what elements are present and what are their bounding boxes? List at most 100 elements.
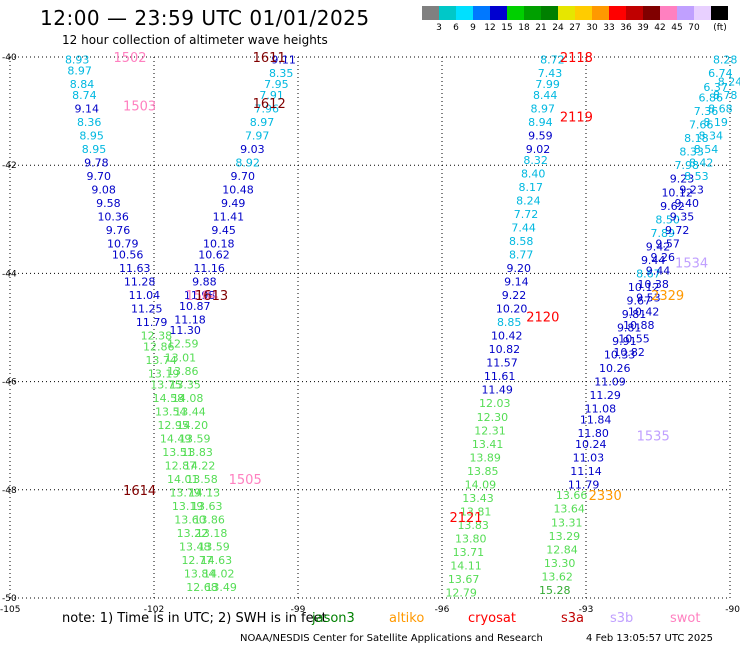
x-tick-label: -99 bbox=[291, 605, 306, 615]
wave-height-value: 14.01 bbox=[167, 473, 199, 486]
wave-height-value: 12.59 bbox=[167, 338, 199, 351]
wave-height-value: 9.42 bbox=[646, 240, 671, 253]
wave-height-value: 14.08 bbox=[172, 392, 204, 405]
wave-height-value: 11.28 bbox=[124, 276, 156, 289]
colorbar-swatch bbox=[558, 6, 575, 20]
colorbar-label: 45 bbox=[671, 23, 683, 33]
colorbar-label: 6 bbox=[453, 23, 459, 33]
wave-height-value: 10.20 bbox=[496, 303, 528, 316]
wave-height-value: 14.09 bbox=[465, 478, 497, 491]
wave-height-value: 13.51 bbox=[162, 446, 194, 459]
wave-height-value: 6.86 bbox=[699, 92, 724, 105]
wave-height-value: 13.30 bbox=[544, 557, 576, 570]
wave-height-value: 13.71 bbox=[453, 546, 485, 559]
wave-height-value: 8.84 bbox=[70, 78, 95, 91]
colorbar-label: 18 bbox=[518, 23, 530, 33]
wave-height-value: 10.18 bbox=[203, 238, 235, 251]
wave-height-value: 9.23 bbox=[679, 184, 704, 197]
wave-height-value: 11.08 bbox=[585, 403, 617, 416]
wave-height-value: 13.31 bbox=[551, 516, 583, 529]
wave-height-value: 8.17 bbox=[519, 181, 544, 194]
wave-height-value: 13.66 bbox=[556, 489, 588, 502]
wave-height-value: 13.41 bbox=[472, 438, 504, 451]
wave-height-value: 8.53 bbox=[684, 170, 709, 183]
wave-height-value: 8.18 bbox=[684, 132, 709, 145]
wave-height-value: 11.57 bbox=[486, 357, 518, 370]
satellite-name-s3a: s3a bbox=[561, 611, 585, 626]
wave-height-value: 9.20 bbox=[507, 262, 532, 275]
wave-height-value: 13.49 bbox=[205, 581, 237, 594]
wave-height-value: 8.28 bbox=[713, 54, 738, 67]
wave-height-value: 8.94 bbox=[528, 116, 553, 129]
wave-height-value: 8.58 bbox=[509, 235, 534, 248]
pass-time-label: 1613 bbox=[195, 289, 228, 304]
wave-height-value: 7.95 bbox=[264, 78, 289, 91]
wave-height-value: 9.57 bbox=[655, 238, 680, 251]
pass-time-label: 1611 bbox=[253, 51, 286, 66]
wave-height-value: 9.14 bbox=[504, 276, 529, 289]
wave-height-value: 14.02 bbox=[203, 568, 235, 581]
wave-height-value: 13.18 bbox=[196, 527, 228, 540]
colorbar-label: 27 bbox=[569, 23, 581, 33]
pass-time-label: 1614 bbox=[123, 484, 156, 499]
wave-height-value: 14.20 bbox=[177, 419, 209, 432]
wave-height-value: 10.26 bbox=[599, 362, 631, 375]
pass-time-label: 2120 bbox=[526, 311, 559, 326]
wave-height-value: 9.81 bbox=[622, 308, 647, 321]
wave-height-value: 7.97 bbox=[245, 129, 270, 142]
wave-height-value: 11.09 bbox=[594, 376, 626, 389]
wave-height-value: 13.19 bbox=[148, 367, 180, 380]
y-tick-label: -44 bbox=[2, 269, 17, 279]
wave-height-value: 10.88 bbox=[623, 319, 655, 332]
wave-height-value: 9.81 bbox=[617, 322, 642, 335]
wave-height-value: 14.63 bbox=[201, 554, 233, 567]
wave-height-value: 13.54 bbox=[155, 405, 187, 418]
wave-height-value: 11.41 bbox=[213, 211, 245, 224]
wave-height-value: 13.62 bbox=[541, 570, 573, 583]
wave-height-value: 7.43 bbox=[538, 67, 563, 80]
colorbar-swatch bbox=[677, 6, 694, 20]
colorbar-swatch bbox=[575, 6, 592, 20]
wave-height-value: 13.48 bbox=[179, 541, 211, 554]
wave-height-value: 13.80 bbox=[455, 532, 487, 545]
wave-height-value: 7.36 bbox=[694, 105, 719, 118]
pass-time-label: 1534 bbox=[675, 257, 708, 272]
wave-height-value: 8.67 bbox=[636, 267, 661, 280]
pass-time-label: 2330 bbox=[589, 489, 622, 504]
wave-height-value: 11.18 bbox=[174, 313, 206, 326]
wave-height-value: 9.35 bbox=[670, 211, 695, 224]
wave-height-value: 9.23 bbox=[670, 173, 695, 186]
wave-height-value: 11.25 bbox=[131, 303, 163, 316]
wave-height-value: 9.70 bbox=[231, 170, 256, 183]
wave-height-value: 9.53 bbox=[636, 292, 661, 305]
wave-height-value: 13.67 bbox=[448, 573, 480, 586]
colorbar-swatch bbox=[660, 6, 677, 20]
colorbar-label: 70 bbox=[688, 23, 700, 33]
wave-height-value: 11.29 bbox=[589, 389, 621, 402]
wave-height-value: 12.68 bbox=[186, 581, 218, 594]
wave-height-value: 14.22 bbox=[184, 459, 216, 472]
colorbar-label: 39 bbox=[637, 23, 649, 33]
wave-height-value: 8.44 bbox=[533, 89, 558, 102]
wave-height-value: 13.60 bbox=[174, 514, 206, 527]
wave-height-value: 9.26 bbox=[651, 251, 676, 264]
wave-height-value: 11.49 bbox=[481, 384, 513, 397]
wave-height-value: 12.31 bbox=[474, 424, 506, 437]
wave-height-value: 13.58 bbox=[186, 473, 218, 486]
wave-height-value: 9.45 bbox=[211, 224, 236, 237]
wave-height-value: 7.44 bbox=[511, 221, 536, 234]
wave-height-value: 11.03 bbox=[573, 451, 605, 464]
wave-height-value: 11.14 bbox=[570, 465, 602, 478]
page-title: 12:00 — 23:59 UTC 01/01/2025 bbox=[40, 6, 370, 30]
wave-height-value: 8.35 bbox=[269, 67, 294, 80]
wave-height-value: 13.22 bbox=[177, 527, 209, 540]
y-tick-label: -40 bbox=[2, 53, 17, 63]
wave-height-value: 9.40 bbox=[675, 197, 700, 210]
colorbar-swatch bbox=[609, 6, 626, 20]
colorbar-swatch bbox=[422, 6, 439, 20]
wave-height-value: 8.95 bbox=[82, 143, 107, 156]
pass-time-label: 1503 bbox=[123, 100, 156, 115]
colorbar-label: 15 bbox=[501, 23, 513, 33]
y-tick-label: -46 bbox=[2, 378, 17, 388]
